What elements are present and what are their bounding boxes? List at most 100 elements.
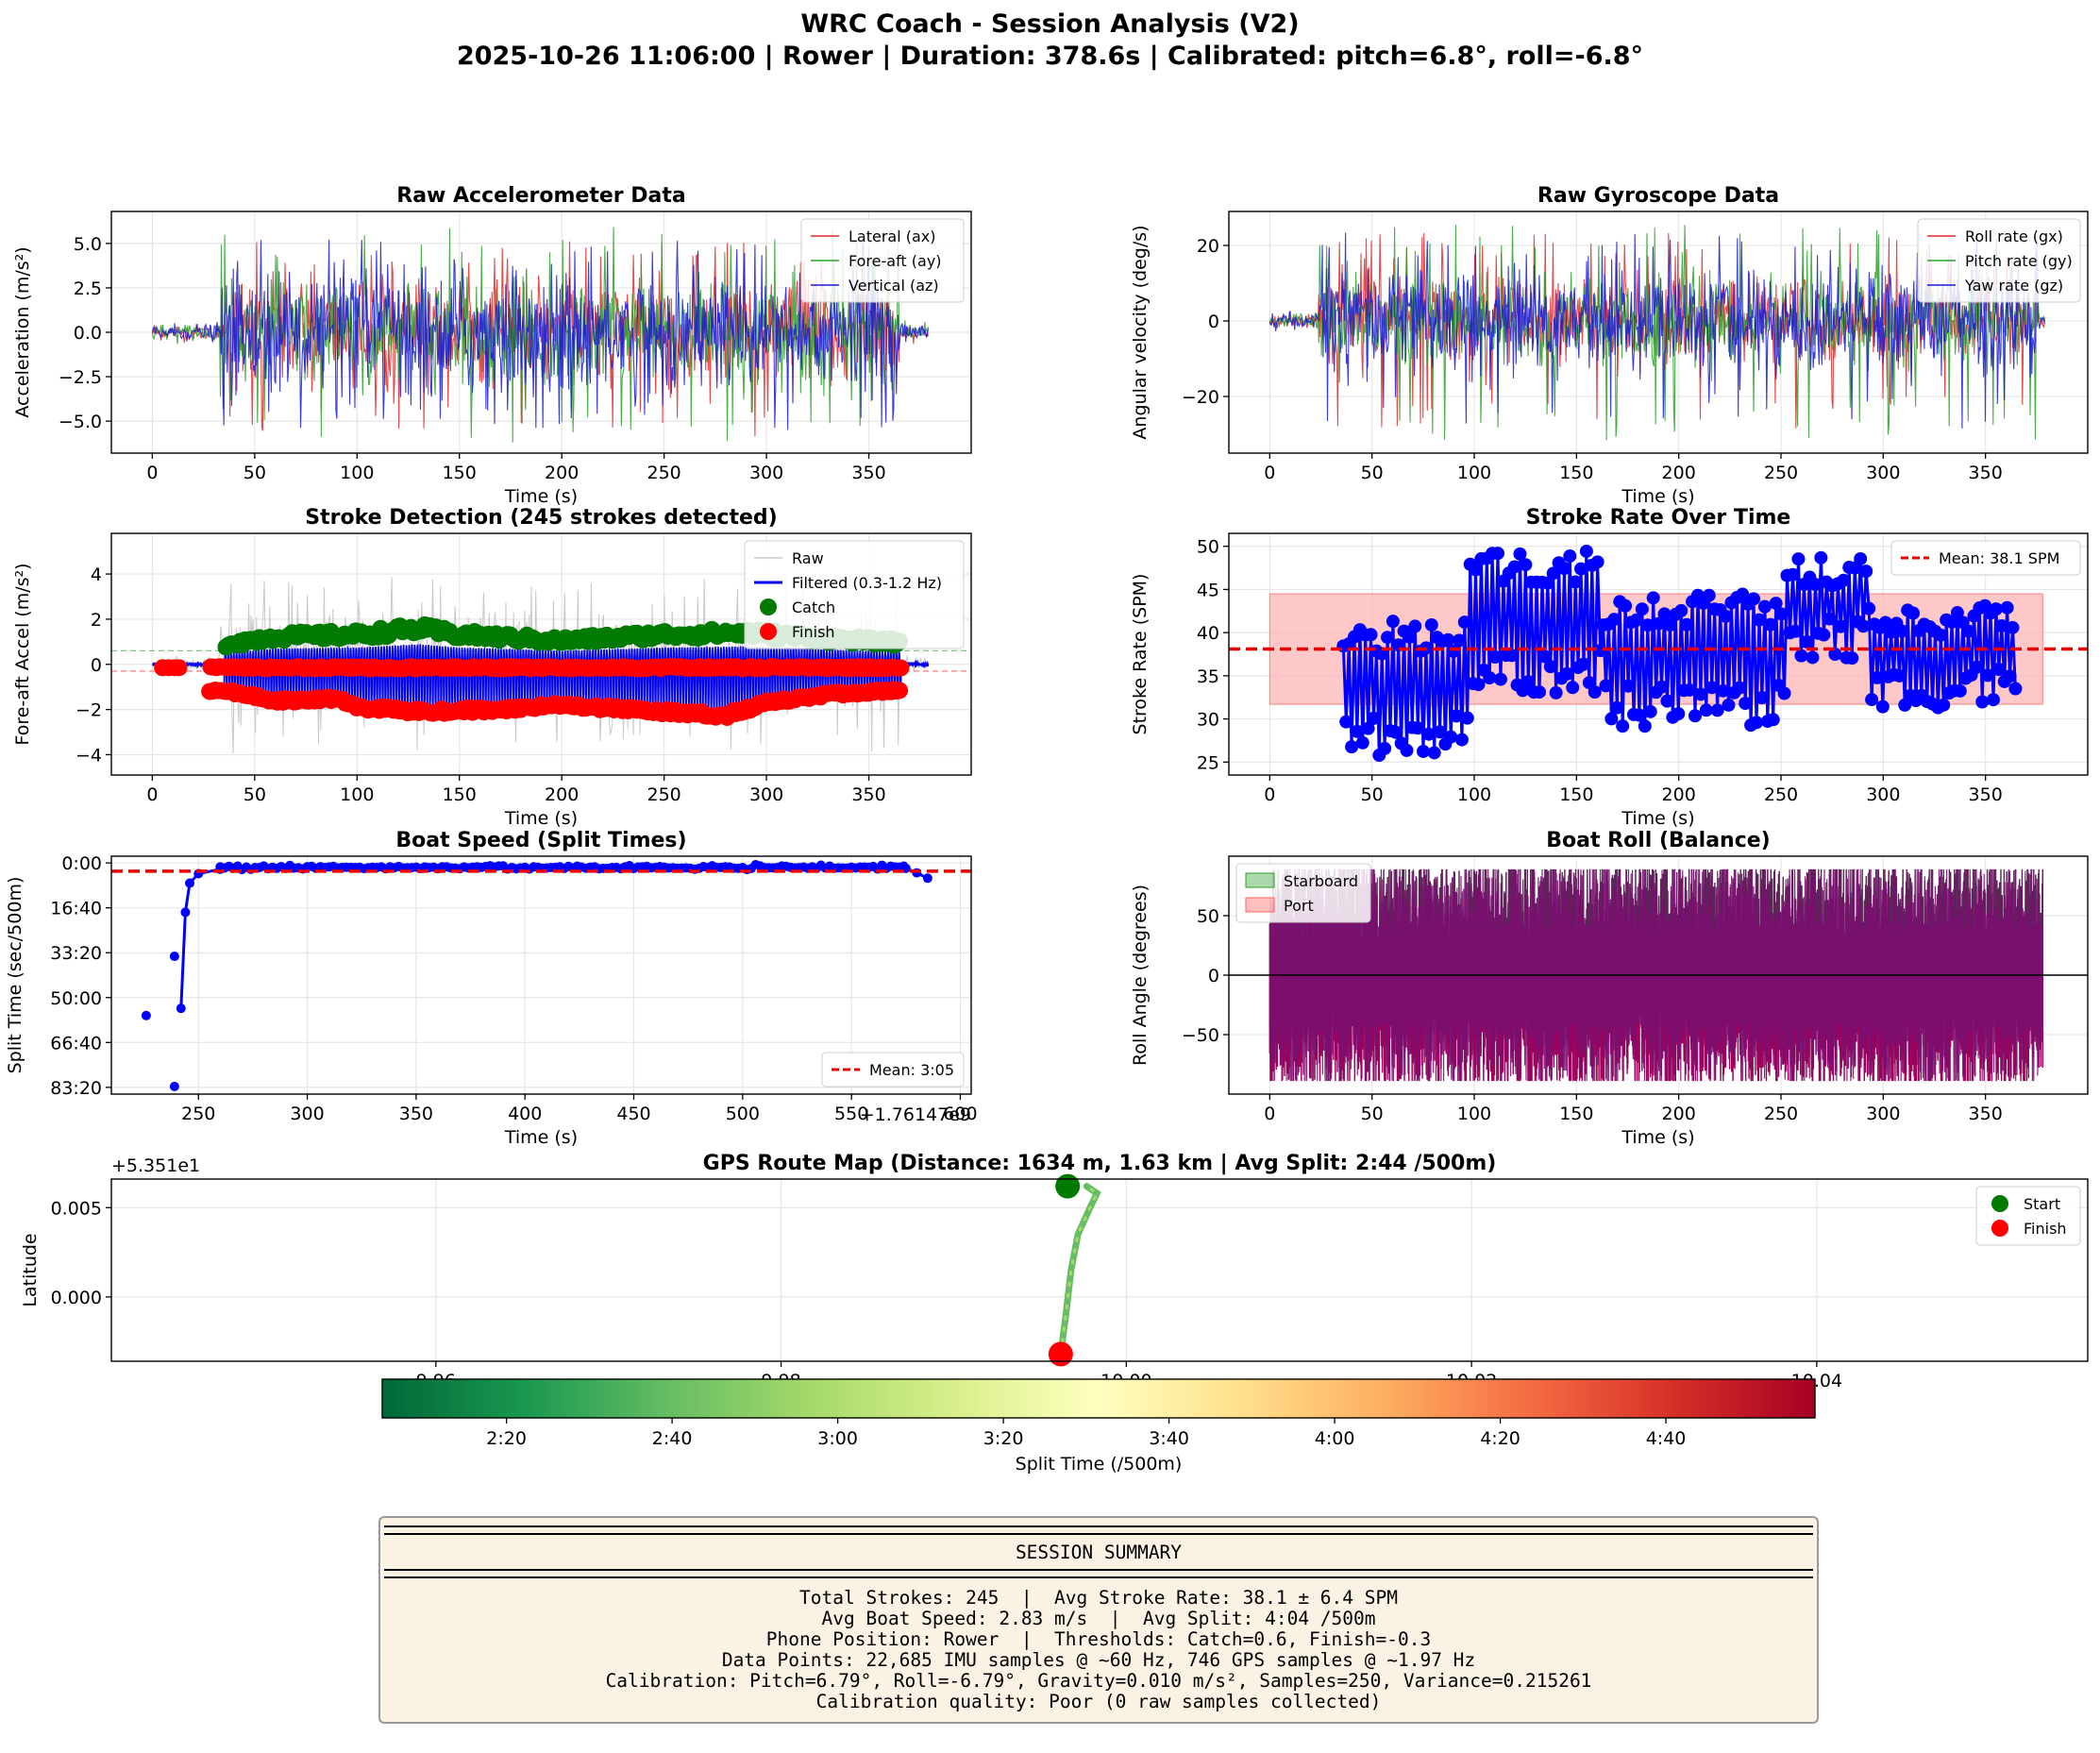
stroke-rate-point	[1800, 634, 1814, 649]
y-tick-label: 0.000	[51, 1288, 102, 1308]
stroke-rate-point	[1563, 549, 1577, 564]
y-tick-label: 0	[91, 655, 102, 676]
summary-line-datapoints: Data Points: 22,685 IMU samples @ ~60 Hz…	[721, 1649, 1476, 1671]
axes-frame	[110, 532, 972, 776]
signal-line-z	[151, 239, 929, 430]
stroke-rate-point	[1862, 601, 1876, 615]
stroke-rate-point	[1507, 560, 1521, 574]
x-axis-label: Time (s)	[504, 486, 578, 507]
legend-label: Finish	[2024, 1220, 2067, 1238]
stroke-rate-point	[1834, 619, 1848, 633]
x-tick-label: 550	[834, 1104, 868, 1124]
stroke-rate-point	[1757, 599, 1772, 614]
legend-label: Port	[1284, 897, 1314, 915]
y-tick-label: 0	[1208, 312, 1219, 332]
y-axis-label: Angular velocity (deg/s)	[1130, 225, 1151, 439]
x-tick-label: 250	[1764, 1104, 1798, 1124]
stroke-rate-point	[1856, 619, 1871, 633]
chart-title: Raw Gyroscope Data	[1537, 184, 1779, 208]
y-tick-label: 2.5	[74, 278, 102, 299]
x-axis-label: Time (s)	[1621, 808, 1694, 829]
y-tick-label: 35	[1197, 666, 1219, 687]
stroke-rate-point	[1424, 617, 1438, 632]
x-tick-label: 50	[1361, 784, 1384, 805]
legend: Lateral (ax) Fore-aft (ay) Vertical (az)	[800, 218, 965, 303]
stroke-rate-point	[1895, 624, 1909, 638]
stroke-rate-point	[1989, 602, 2003, 616]
colorbar-tick-label: 2:20	[486, 1428, 527, 1449]
axes-frame	[110, 211, 972, 454]
stroke-rate-point	[1693, 687, 1707, 701]
plot-area-gps-route	[1048, 1173, 1101, 1367]
stroke-rate-point	[1702, 588, 1716, 602]
legend-patch	[1245, 872, 1275, 888]
stroke-rate-point	[1576, 657, 1590, 671]
y-tick-label: 16:40	[50, 899, 102, 919]
legend: Start Finish	[1975, 1186, 2081, 1246]
stroke-rate-point	[1450, 709, 1464, 723]
legend-frame	[744, 540, 965, 649]
legend-label: Raw	[792, 549, 824, 567]
y-tick-label: 0.005	[51, 1198, 102, 1219]
stroke-rate-point	[1777, 686, 1791, 700]
colorbar-tick-label: 2:40	[652, 1428, 693, 1449]
axes-frame	[110, 855, 972, 1095]
legend-marker	[1991, 1220, 2008, 1237]
stroke-rate-point	[1513, 547, 1527, 561]
stroke-rate-point	[1986, 693, 2000, 707]
y-tick-label: 20	[1197, 236, 1219, 257]
x-tick-label: 450	[616, 1104, 650, 1124]
stroke-rate-point	[1519, 558, 1533, 572]
stroke-rate-point	[1421, 727, 1436, 741]
y-tick-label: 0:00	[61, 853, 102, 874]
stroke-rate-point	[1674, 603, 1688, 617]
y-tick-label: 66:40	[50, 1033, 102, 1053]
legend-label: Roll rate (gx)	[1965, 228, 2063, 245]
x-tick-label: 200	[1662, 784, 1696, 805]
stroke-rate-point	[1621, 679, 1636, 693]
x-tick-label: 150	[443, 784, 477, 805]
summary-line-position: Phone Position: Rower | Thresholds: Catc…	[765, 1628, 1432, 1650]
stroke-rate-point	[1444, 730, 1458, 744]
y-tick-label: 50:00	[50, 988, 102, 1009]
stroke-rate-point	[1593, 644, 1607, 658]
stroke-rate-point	[1388, 725, 1403, 739]
legend: Mean: 38.1 SPM	[1890, 540, 2081, 576]
stroke-rate-point	[1655, 680, 1669, 694]
stroke-rate-point	[1427, 746, 1441, 760]
x-tick-label: 0	[146, 784, 158, 805]
x-tick-label: 250	[1764, 784, 1798, 805]
legend-label: Catch	[792, 598, 835, 616]
stroke-rate-line	[1341, 550, 2017, 756]
split-point	[176, 1003, 186, 1014]
stroke-rate-point	[1814, 550, 1828, 565]
x-tick-label: 100	[1457, 463, 1491, 483]
stroke-rate-point	[1981, 668, 1995, 683]
legend: Raw Filtered (0.3-1.2 Hz) Catch Finish	[744, 540, 965, 649]
route-start-marker	[1055, 1173, 1081, 1199]
stroke-rate-point	[1635, 602, 1649, 616]
stroke-rate-point	[1828, 648, 1842, 662]
legend-label: Finish	[792, 623, 835, 641]
y-axis-label: Latitude	[20, 1233, 41, 1306]
y-axis-label: Acceleration (m/s²)	[12, 246, 33, 417]
stroke-rate-point	[1460, 711, 1474, 725]
x-tick-label: 300	[1866, 1104, 1900, 1124]
legend-label: Fore-aft (ay)	[848, 252, 942, 270]
colorbar-tick-label: 4:20	[1480, 1428, 1520, 1449]
stroke-rate-point	[1569, 575, 1583, 589]
stroke-rate-point	[1638, 719, 1652, 733]
stroke-rate-point	[1549, 685, 1563, 700]
x-tick-label: 200	[545, 463, 579, 483]
finish-marker	[891, 682, 909, 700]
x-tick-label: 350	[399, 1104, 433, 1124]
stroke-rate-point	[1629, 613, 1643, 627]
stroke-rate-point	[1537, 649, 1552, 664]
stroke-rate-point	[2003, 669, 2017, 683]
x-tick-label: 400	[508, 1104, 542, 1124]
x-tick-label: 0	[1264, 1104, 1275, 1124]
stroke-rate-point	[1441, 632, 1455, 647]
stroke-rate-point	[1680, 617, 1694, 632]
stroke-rate-point	[2000, 600, 2014, 615]
stroke-rate-point	[1763, 617, 1777, 632]
